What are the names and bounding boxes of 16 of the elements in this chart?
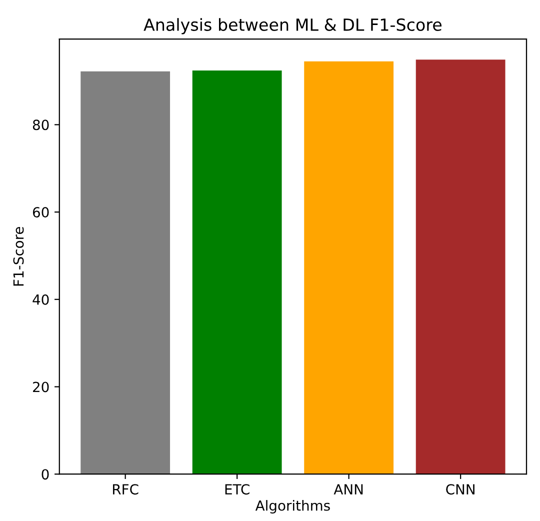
bar [416,60,506,474]
y-tick-label: 60 [32,207,49,218]
chart-title: Analysis between ML & DL F1-Score [144,18,442,34]
y-tick-label: 20 [33,382,49,392]
bar [80,71,170,474]
x-axis-title: Algorithms [255,500,330,514]
y-tick-label: 0 [42,469,49,480]
y-tick-label: 40 [32,294,49,305]
y-axis-title: F1-Score [13,226,24,286]
x-tick-label: ANN [334,484,363,494]
bar [192,70,282,474]
x-tick-label: ETC [225,484,250,495]
bar [304,61,394,474]
x-tick-label: CNN [446,484,474,495]
x-tick-label: RFC [113,484,138,495]
y-tick-label: 80 [32,120,49,130]
